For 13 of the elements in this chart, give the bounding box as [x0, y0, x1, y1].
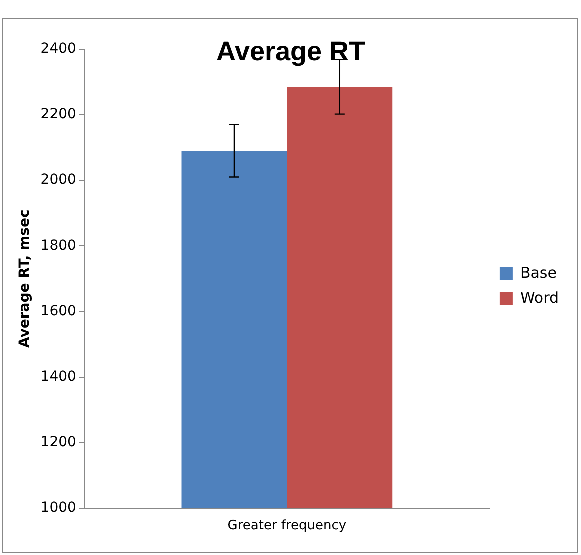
y-axis-title: Average RT, msec — [17, 210, 34, 348]
y-tick-label: 2200 — [40, 106, 76, 123]
y-tick-label: 2000 — [40, 172, 76, 188]
y-tick-label: 1400 — [40, 368, 76, 385]
legend-label: Base — [520, 264, 557, 282]
y-tick-label: 2400 — [40, 41, 76, 58]
y-tick-label: 1800 — [40, 238, 76, 254]
chart-title: Average RT — [216, 36, 366, 67]
y-tick-label: 1000 — [40, 500, 76, 516]
x-tick-label: Greater frequency — [228, 518, 347, 534]
y-tick-label: 1600 — [40, 303, 76, 320]
legend-label: Word — [520, 288, 560, 307]
y-tick-label: 1200 — [40, 434, 76, 450]
